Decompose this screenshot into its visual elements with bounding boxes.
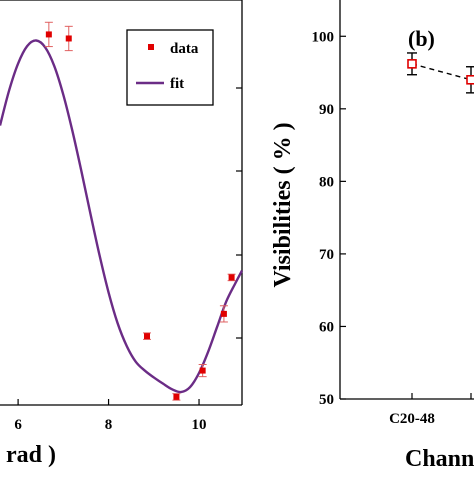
panel-b-x-axis-title: Chann xyxy=(405,446,474,472)
data-point xyxy=(45,22,53,46)
panel-a-x-axis-title: rad ) xyxy=(6,442,56,468)
panel-a-ticks: 6 8 10 xyxy=(14,88,242,433)
data-point xyxy=(199,365,207,377)
legend: data fit xyxy=(127,30,213,105)
legend-data-marker xyxy=(148,44,154,50)
data-marker xyxy=(46,31,52,37)
data-marker xyxy=(144,333,150,339)
visibility-marker xyxy=(467,76,474,84)
legend-data-label: data xyxy=(170,41,199,57)
panel-a-x-tick-label: 6 xyxy=(14,417,22,433)
data-point xyxy=(65,26,73,50)
legend-fit-label: fit xyxy=(170,76,184,92)
data-point xyxy=(143,333,151,339)
data-marker xyxy=(173,394,179,400)
panel-b-y-tick-label: 100 xyxy=(312,29,335,45)
panel-b-y-tick-label: 50 xyxy=(319,392,334,408)
visibility-point xyxy=(466,67,474,93)
data-marker xyxy=(221,311,227,317)
panel-b-y-tick-label: 80 xyxy=(319,174,334,190)
panel-b: 50 60 70 80 90 100 C20-48 (b) Visibilities ( %… xyxy=(270,0,474,472)
data-point xyxy=(228,274,236,280)
data-marker xyxy=(229,274,235,280)
panel-b-x-tick-label: C20-48 xyxy=(389,411,435,427)
panel-b-ticks: 50 60 70 80 90 100 C20-48 xyxy=(312,29,474,427)
panel-a: 6 8 10 data fit rad ) xyxy=(0,0,242,468)
visibility-marker xyxy=(408,60,416,68)
data-point xyxy=(172,394,180,400)
panel-b-label: (b) xyxy=(408,26,435,51)
visibility-point xyxy=(407,53,417,75)
data-marker xyxy=(66,35,72,41)
panel-b-y-tick-label: 70 xyxy=(319,247,334,263)
panel-b-y-tick-label: 60 xyxy=(319,319,334,335)
panel-a-x-tick-label: 10 xyxy=(192,417,207,433)
data-point xyxy=(220,306,228,322)
panel-b-y-axis-title: Visibilities ( % ) xyxy=(270,122,296,287)
data-marker xyxy=(200,368,206,374)
panel-a-x-tick-label: 8 xyxy=(105,417,113,433)
panel-b-series-layer xyxy=(407,53,474,93)
visibility-line xyxy=(412,64,474,80)
panel-b-y-tick-label: 90 xyxy=(319,102,334,118)
